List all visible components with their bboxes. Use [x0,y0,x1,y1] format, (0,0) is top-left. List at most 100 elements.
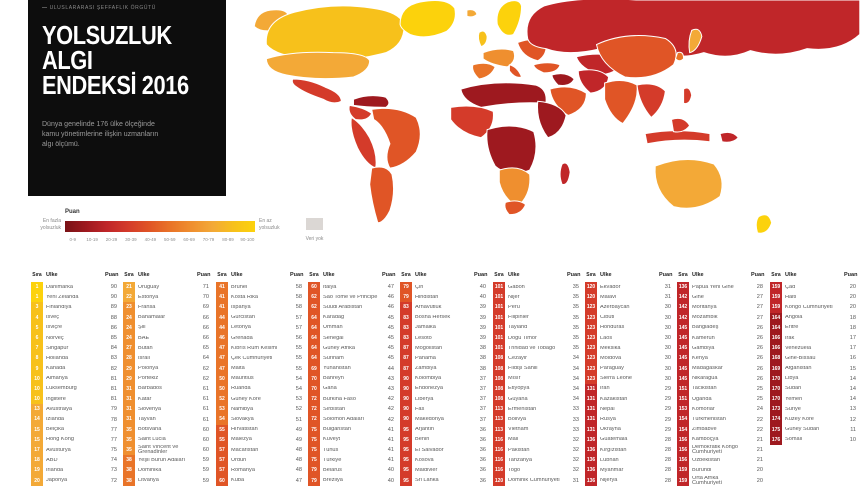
score-cell: 34 [572,365,579,372]
score-cell: 35 [572,284,579,291]
table-row: 52 Güney Kore 53 [216,394,304,405]
table-row: 123 Paraguay 30 [585,363,673,374]
rank-cell: 164 [770,322,782,333]
rank-cell: 123 [585,332,597,344]
map-region-madagascar [559,162,571,186]
rank-cell: 151 [677,383,689,395]
table-column: Sıra Ülke Puan 79 Çin 40 79 Hindistan 40 83 Arnavu… [400,268,488,486]
table-row: 142 Moritanya 27 [677,302,765,313]
color-scale-legend: Puan En fazla yolsuzluk En az yolsuzluk … [0,205,860,253]
world-map-svg [253,0,860,234]
country-name: Gana [323,386,337,392]
country-name: Senegal [323,335,344,341]
rank-cell: 136 [585,465,597,476]
country-name: Lüksemburg [46,386,77,392]
rank-cell: 156 [677,455,689,466]
score-cell: 35 [572,314,579,321]
rank-cell: 41 [216,292,228,303]
rank-cell: 142 [677,302,689,313]
score-cell: 37 [479,375,486,382]
score-cell: 28 [664,436,671,443]
country-name: Türkiye [323,457,342,463]
rank-cell: 90 [400,394,412,405]
score-cell: 37 [479,416,486,423]
country-name: Komorlar [692,406,715,412]
table-row: 87 Moğolistan 38 [400,343,488,354]
table-row: 57 Ürdün 48 [216,455,304,466]
rank-cell: 72 [308,394,320,405]
table-row: 90 Fas 37 [400,404,488,415]
table-row: 136 Guatemala 28 [585,434,673,445]
country-name: Meksika [600,345,621,351]
table-row: 83 Bosna Hersek 39 [400,312,488,323]
country-name: Kamerun [692,335,715,341]
table-row: 57 Macaristan 48 [216,445,304,456]
country-name: Mozambik [692,315,718,321]
country-name: Liberya [415,396,434,402]
country-name: Suudi Arabistan [323,304,363,310]
score-cell: 24 [756,406,763,413]
table-row: 123 Meksika 30 [585,343,673,354]
table-row: 170 Yemen 14 [770,394,858,405]
table-row: 113 Ermenistan 33 [493,404,581,415]
table-row: 38 Dominika 59 [123,465,211,476]
map-region-peru [350,116,377,169]
map-region-china [595,35,677,79]
rank-cell: 116 [493,465,505,476]
country-name: Maldivler [415,467,438,473]
rank-cell: 62 [308,302,320,313]
score-cell: 37 [479,406,486,413]
country-name: BAE [138,335,150,341]
score-cell: 36 [479,477,486,484]
score-cell: 55 [295,355,302,362]
rank-cell: 159 [677,475,689,486]
table-header-row: Sıra Ülke Puan [400,268,488,282]
table-row: 101 Doğu Timor 35 [493,332,581,344]
score-cell: 28 [756,284,763,291]
rank-cell: 176 [770,434,782,445]
country-name: Venezuela [785,345,812,351]
score-cell: 81 [110,385,117,392]
rank-cell: 31 [123,404,135,415]
rank-cell: 101 [493,343,505,354]
rank-cell: 159 [770,292,782,303]
score-cell: 49 [295,426,302,433]
score-cell: 28 [664,447,671,454]
rank-cell: 38 [123,475,135,486]
score-cell: 21 [756,436,763,443]
country-name: Saint Vincent ve Grenadinler [138,445,179,456]
score-cell: 31 [664,294,671,301]
map-region-iran [577,69,610,94]
score-cell: 58 [295,294,302,301]
table-row: 108 Etiyopya 34 [493,383,581,395]
table-row: 79 Hindistan 40 [400,292,488,303]
country-name: Slovenya [138,406,162,412]
score-cell: 37 [479,385,486,392]
score-cell: 36 [479,426,486,433]
score-cell: 83 [110,355,117,362]
table-row: 47 Malta 55 [216,363,304,374]
score-cell: 18 [849,324,856,331]
country-name: Belarus [323,467,342,473]
score-cell: 31 [572,477,579,484]
country-name: Tunus [323,447,339,453]
table-row: 120 Malavi 31 [585,292,673,303]
score-cell: 22 [756,416,763,423]
country-name: Saint Lucia [138,437,166,443]
table-row: 142 Mozambik 27 [677,312,765,323]
country-name: Barbados [138,386,162,392]
table-row: 174 Kuzey Kore 12 [770,414,858,425]
map-region-mexico [291,78,342,104]
score-cell: 53 [295,396,302,403]
table-row: 75 Kuveyt 41 [308,434,396,445]
table-row: 136 Myanmar 28 [585,465,673,476]
table-row: 8 Hollanda 83 [31,353,119,364]
map-region-papua [719,131,739,143]
country-name: Tanzanya [508,457,532,463]
score-cell: 26 [756,335,763,342]
country-name: Laos [600,335,613,341]
rank-cell: 70 [308,383,320,395]
country-name: Gine [692,294,704,300]
rank-cell: 35 [123,434,135,445]
rank-cell: 87 [400,343,412,354]
